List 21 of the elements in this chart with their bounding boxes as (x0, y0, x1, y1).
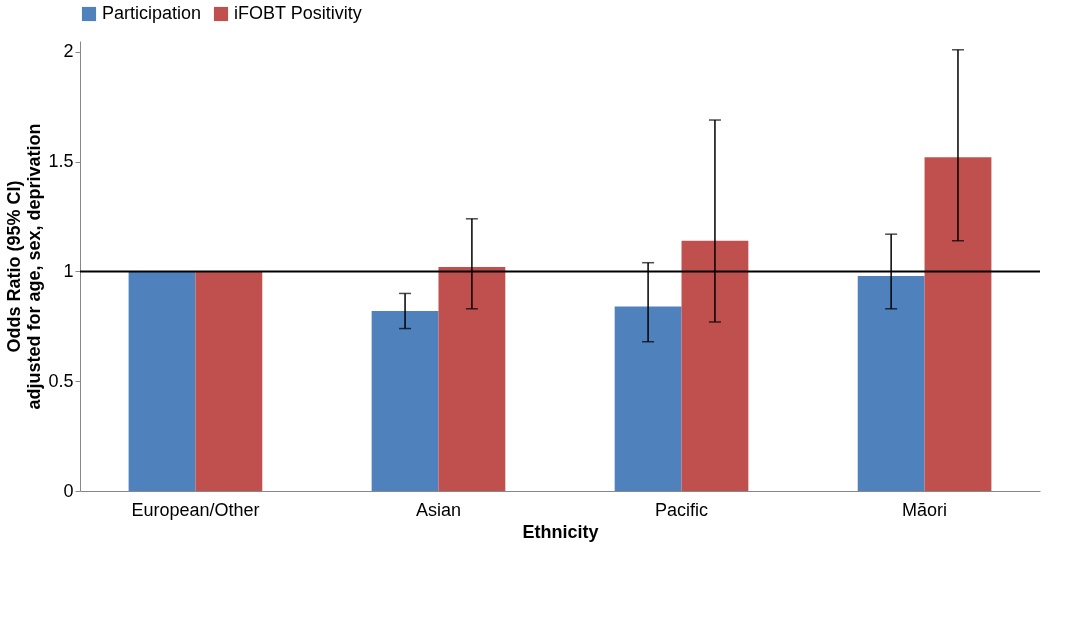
x-tick-label: Pacific (655, 499, 709, 520)
y-tick-label: 0 (63, 480, 74, 501)
legend-label: iFOBT Positivity (234, 3, 362, 23)
bar (128, 271, 196, 491)
y-tick-label: 1 (63, 260, 74, 281)
bar (614, 306, 682, 491)
y-tick-label: 1.5 (48, 151, 74, 172)
x-axis-title: Ethnicity (522, 521, 599, 542)
x-tick-label: Asian (415, 499, 461, 520)
bar (195, 271, 263, 491)
y-tick-label: 2 (63, 41, 74, 62)
bar (438, 267, 506, 491)
y-axis-title: Odds Ratio (95% CI) adjusted for age, sex, deprivation (4, 123, 45, 410)
x-tick-label: European/Other (131, 499, 260, 520)
bar (371, 311, 439, 491)
bar (924, 157, 992, 491)
y-tick-label: 0.5 (48, 370, 74, 391)
bar (857, 275, 925, 491)
x-tick-label: Māori (902, 499, 948, 520)
bar (681, 240, 749, 491)
legend-label: Participation (102, 3, 202, 23)
